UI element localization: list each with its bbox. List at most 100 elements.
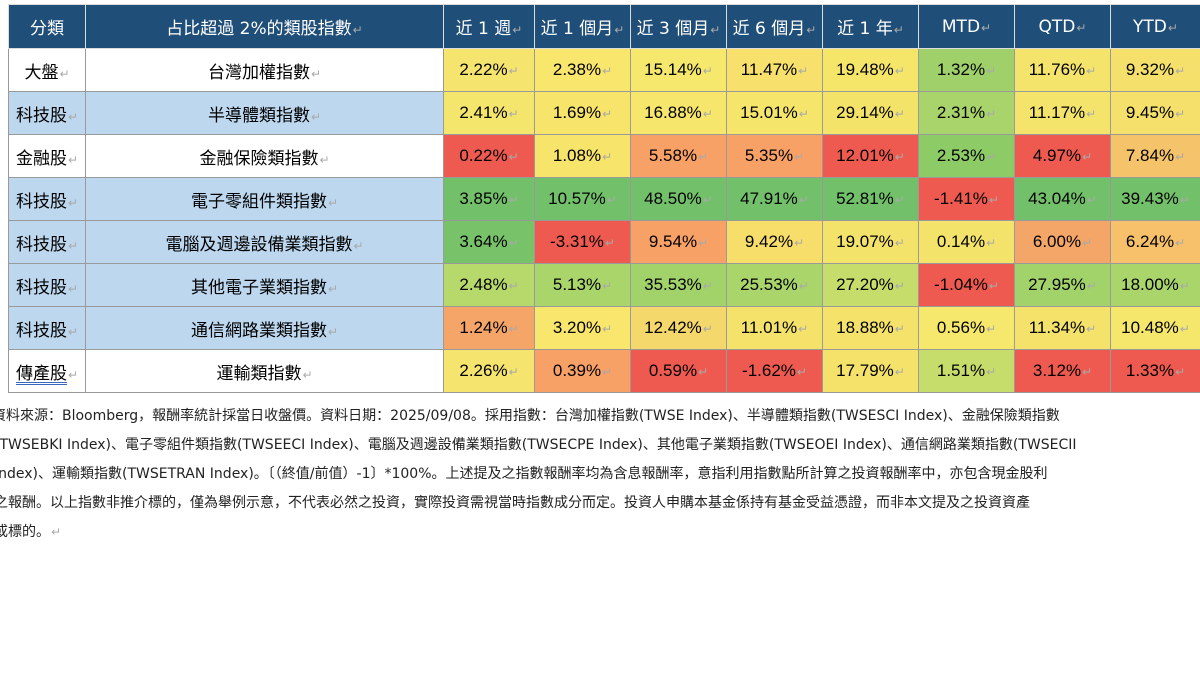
return-cell-mtd: 1.32%↵ — [918, 48, 1015, 92]
return-cell-m3: 35.53%↵ — [630, 263, 727, 307]
header-ytd: YTD↵ — [1110, 4, 1200, 49]
return-cell-m6: 5.35%↵ — [726, 134, 823, 178]
return-cell-m6: 9.42%↵ — [726, 220, 823, 264]
header-6-months: 近 6 個月↵ — [726, 4, 823, 49]
return-cell-m3: 16.88%↵ — [630, 91, 727, 135]
return-cell-ytd: 18.00%↵ — [1110, 263, 1200, 307]
category-cell: 科技股↵ — [8, 306, 86, 350]
index-name-cell: 金融保險類指數↵ — [85, 134, 444, 178]
return-cell-y1: 19.07%↵ — [822, 220, 919, 264]
return-cell-mtd: 0.14%↵ — [918, 220, 1015, 264]
return-cell-m3: 9.54%↵ — [630, 220, 727, 264]
return-cell-m1: 2.38%↵ — [534, 48, 631, 92]
category-cell: 科技股↵ — [8, 177, 86, 221]
return-cell-qtd: 11.17%↵ — [1014, 91, 1111, 135]
index-returns-table: 分類 占比超過 2%的類股指數↵ 近 1 週↵ 近 1 個月↵ 近 3 個月↵ … — [8, 4, 1200, 393]
return-cell-w1: 2.22%↵ — [443, 48, 535, 92]
table-row: 科技股↵ 電子零組件類指數↵ 3.85%↵ 10.57%↵ 48.50%↵ 47.91%↵… — [8, 177, 1200, 221]
table-row: 科技股↵ 通信網路業類指數↵ 1.24%↵ 3.20%↵ 12.42%↵ 11.01%↵ 1… — [8, 306, 1200, 350]
index-name-cell: 台灣加權指數↵ — [85, 48, 444, 92]
return-cell-m6: 47.91%↵ — [726, 177, 823, 221]
return-cell-w1: 2.26%↵ — [443, 349, 535, 393]
note-line-1: 資料來源：Bloomberg，報酬率統計採當日收盤價。資料日期：2025/09/… — [0, 408, 1060, 424]
return-cell-mtd: 2.53%↵ — [918, 134, 1015, 178]
return-cell-ytd: 9.45%↵ — [1110, 91, 1200, 135]
return-cell-w1: 1.24%↵ — [443, 306, 535, 350]
header-3-months: 近 3 個月↵ — [630, 4, 727, 49]
table-row: 科技股↵ 半導體類指數↵ 2.41%↵ 1.69%↵ 16.88%↵ 15.01%↵ 29.… — [8, 91, 1200, 135]
return-cell-qtd: 3.12%↵ — [1014, 349, 1111, 393]
index-name-cell: 運輸類指數↵ — [85, 349, 444, 393]
table-row: 大盤↵ 台灣加權指數↵ 2.22%↵ 2.38%↵ 15.14%↵ 11.47%↵ 19.4… — [8, 48, 1200, 92]
return-cell-qtd: 27.95%↵ — [1014, 263, 1111, 307]
return-cell-m3: 48.50%↵ — [630, 177, 727, 221]
return-cell-m3: 12.42%↵ — [630, 306, 727, 350]
returns-table-container: 分類 占比超過 2%的類股指數↵ 近 1 週↵ 近 1 個月↵ 近 3 個月↵ … — [8, 4, 1200, 393]
return-cell-m1: 0.39%↵ — [534, 349, 631, 393]
return-cell-w1: 3.64%↵ — [443, 220, 535, 264]
index-name-cell: 電子零組件類指數↵ — [85, 177, 444, 221]
return-cell-qtd: 43.04%↵ — [1014, 177, 1111, 221]
return-cell-m3: 0.59%↵ — [630, 349, 727, 393]
table-row: 科技股↵ 電腦及週邊設備業類指數↵ 3.64%↵ -3.31%↵ 9.54%↵ 9.42%… — [8, 220, 1200, 264]
header-1-month: 近 1 個月↵ — [534, 4, 631, 49]
return-cell-y1: 27.20%↵ — [822, 263, 919, 307]
return-cell-ytd: 39.43%↵ — [1110, 177, 1200, 221]
return-cell-qtd: 11.34%↵ — [1014, 306, 1111, 350]
header-row: 分類 占比超過 2%的類股指數↵ 近 1 週↵ 近 1 個月↵ 近 3 個月↵ … — [8, 4, 1200, 49]
return-cell-mtd: 2.31%↵ — [918, 91, 1015, 135]
note-line-4: 之報酬。以上指數非推介標的，僅為舉例示意，不代表必然之投資，實際投資需視當時指數… — [0, 495, 1030, 511]
header-qtd: QTD↵ — [1014, 4, 1111, 49]
return-cell-mtd: -1.41%↵ — [918, 177, 1015, 221]
return-cell-m6: 15.01%↵ — [726, 91, 823, 135]
return-cell-m6: 11.01%↵ — [726, 306, 823, 350]
return-cell-y1: 29.14%↵ — [822, 91, 919, 135]
index-name-cell: 電腦及週邊設備業類指數↵ — [85, 220, 444, 264]
return-cell-qtd: 11.76%↵ — [1014, 48, 1111, 92]
category-cell: 金融股↵ — [8, 134, 86, 178]
return-cell-ytd: 10.48%↵ — [1110, 306, 1200, 350]
return-cell-m3: 5.58%↵ — [630, 134, 727, 178]
category-cell: 傳產股↵ — [8, 349, 86, 393]
note-line-5: 或標的。↵ — [0, 524, 62, 540]
return-cell-m6: 11.47%↵ — [726, 48, 823, 92]
table-row: 傳產股↵ 運輸類指數↵ 2.26%↵ 0.39%↵ 0.59%↵ -1.62%↵ 17.79… — [8, 349, 1200, 393]
return-cell-mtd: 0.56%↵ — [918, 306, 1015, 350]
return-cell-w1: 3.85%↵ — [443, 177, 535, 221]
header-1-week: 近 1 週↵ — [443, 4, 535, 49]
return-cell-mtd: -1.04%↵ — [918, 263, 1015, 307]
category-cell: 科技股↵ — [8, 220, 86, 264]
return-cell-qtd: 6.00%↵ — [1014, 220, 1111, 264]
category-cell: 科技股↵ — [8, 263, 86, 307]
header-category: 分類 — [8, 4, 86, 49]
table-row: 科技股↵ 其他電子業類指數↵ 2.48%↵ 5.13%↵ 35.53%↵ 25.53%↵ 2… — [8, 263, 1200, 307]
header-index-name: 占比超過 2%的類股指數↵ — [85, 4, 444, 49]
return-cell-m1: 10.57%↵ — [534, 177, 631, 221]
return-cell-y1: 52.81%↵ — [822, 177, 919, 221]
index-name-cell: 半導體類指數↵ — [85, 91, 444, 135]
header-1-year: 近 1 年↵ — [822, 4, 919, 49]
return-cell-w1: 0.22%↵ — [443, 134, 535, 178]
category-cell: 科技股↵ — [8, 91, 86, 135]
return-cell-qtd: 4.97%↵ — [1014, 134, 1111, 178]
return-cell-m3: 15.14%↵ — [630, 48, 727, 92]
return-cell-w1: 2.48%↵ — [443, 263, 535, 307]
source-notes: 資料來源：Bloomberg，報酬率統計採當日收盤價。資料日期：2025/09/… — [0, 402, 1200, 547]
return-cell-m1: -3.31%↵ — [534, 220, 631, 264]
table-row: 金融股↵ 金融保險類指數↵ 0.22%↵ 1.08%↵ 5.58%↵ 5.35%↵ 12.0… — [8, 134, 1200, 178]
return-cell-y1: 17.79%↵ — [822, 349, 919, 393]
return-cell-m1: 5.13%↵ — [534, 263, 631, 307]
header-mtd: MTD↵ — [918, 4, 1015, 49]
return-cell-w1: 2.41%↵ — [443, 91, 535, 135]
return-cell-m1: 1.08%↵ — [534, 134, 631, 178]
return-cell-ytd: 9.32%↵ — [1110, 48, 1200, 92]
return-cell-ytd: 6.24%↵ — [1110, 220, 1200, 264]
index-name-cell: 通信網路業類指數↵ — [85, 306, 444, 350]
return-cell-y1: 12.01%↵ — [822, 134, 919, 178]
return-cell-m1: 3.20%↵ — [534, 306, 631, 350]
table-body: 大盤↵ 台灣加權指數↵ 2.22%↵ 2.38%↵ 15.14%↵ 11.47%↵ 19.4… — [8, 48, 1200, 393]
return-cell-y1: 18.88%↵ — [822, 306, 919, 350]
note-line-2: (TWSEBKI Index)、電子零組件類指數(TWSEECI Index)、… — [0, 437, 1077, 453]
index-name-cell: 其他電子業類指數↵ — [85, 263, 444, 307]
return-cell-ytd: 7.84%↵ — [1110, 134, 1200, 178]
